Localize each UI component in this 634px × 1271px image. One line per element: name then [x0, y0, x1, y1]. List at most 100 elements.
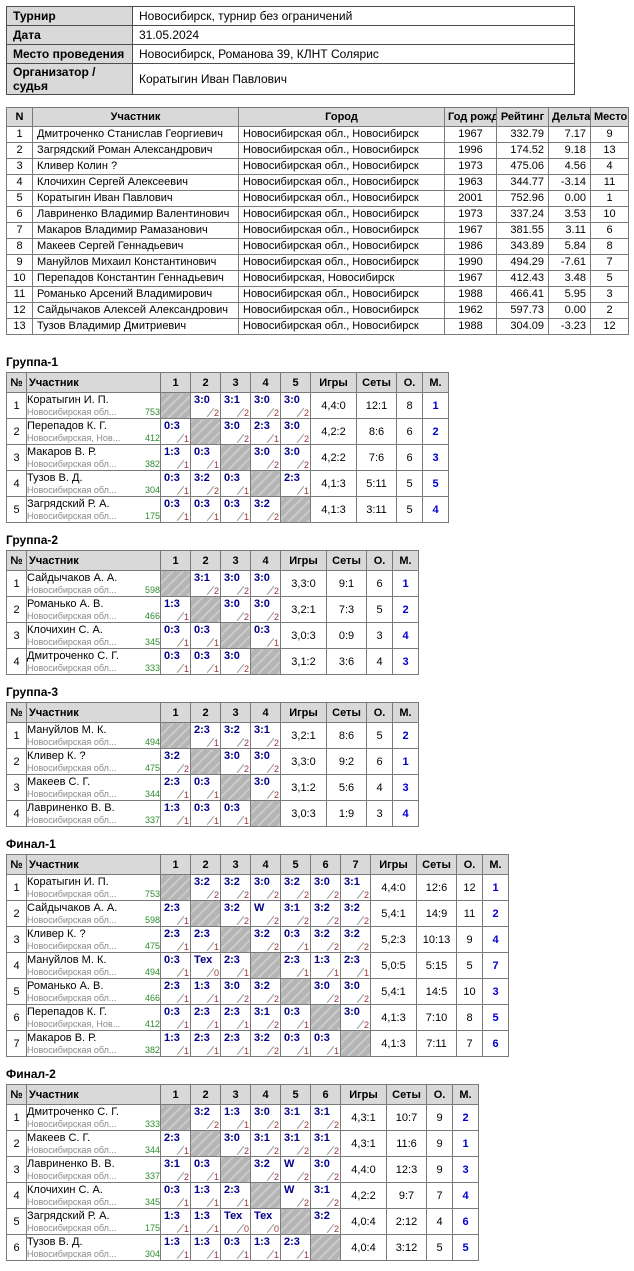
- group-sets: 12:1: [356, 392, 397, 419]
- group-sets: 9:1: [326, 570, 367, 597]
- info-label: Турнир: [6, 6, 133, 26]
- group-participant-cell: Коратыгин И. П. Новосибирская обл... 753: [26, 874, 161, 901]
- match-points: 1: [176, 789, 189, 800]
- participant-city: Новосибирская обл., Новосибирск: [238, 254, 445, 271]
- group-header-cell: Сеты: [326, 550, 367, 571]
- match-points: 1: [176, 1223, 189, 1234]
- match-points: 2: [296, 915, 309, 926]
- match-points: 1: [206, 815, 219, 826]
- participants-header-cell: N: [6, 107, 33, 127]
- group-points: 4: [426, 1208, 453, 1235]
- match-result-cell: 2:3 1: [340, 952, 371, 979]
- match-score: 3:0: [284, 420, 300, 432]
- match-points-value: 2: [303, 1120, 309, 1130]
- participant-delta: 7.17: [548, 126, 591, 143]
- group-header-cell: 4: [250, 550, 281, 571]
- match-points-value: 1: [183, 968, 189, 978]
- group-row-number: 1: [6, 1104, 27, 1131]
- match-points: 2: [266, 993, 279, 1004]
- match-points-value: 2: [273, 1020, 279, 1030]
- participant-birth-year: 1967: [444, 222, 497, 239]
- participant-row: 1 Дмитроченко Станислав Георгиевич Новосиб…: [6, 126, 629, 143]
- match-points-value: 0: [243, 1224, 249, 1234]
- match-points-value: 2: [273, 1046, 279, 1056]
- match-score: 3:2: [314, 1210, 330, 1222]
- group-participant-club: Новосибирская обл...: [27, 993, 117, 1003]
- group-header-cell: 2: [190, 854, 221, 875]
- match-result-cell: 2:3 1: [190, 722, 221, 749]
- match-points: 2: [236, 585, 249, 596]
- group-participant-name: Макеев С. Г.: [27, 1132, 91, 1144]
- participant-place: 8: [590, 238, 629, 255]
- group-table-head: № Участник 1 2 3 4 5 Игры Сеты О. М.: [6, 372, 449, 393]
- match-score: 1:3: [164, 802, 180, 814]
- group-participant-subline: Новосибирская обл... 337: [27, 1171, 160, 1181]
- group-participant-club: Новосибирская обл...: [27, 941, 117, 951]
- self-match-cell: [220, 926, 251, 953]
- match-result-cell: 0:3 1: [190, 800, 221, 827]
- match-score: 3:0: [314, 1158, 330, 1170]
- group-header-cell: 1: [160, 1084, 191, 1105]
- match-points: 2: [296, 407, 309, 418]
- group-participant-rating: 494: [144, 967, 160, 977]
- group-games: 3,2:1: [280, 596, 327, 623]
- group-row: 1 Коратыгин И. П. Новосибирская обл... 753 3…: [6, 392, 449, 419]
- group-table-body: 1 Мануйлов М. К. Новосибирская обл... 494 2:…: [6, 722, 419, 827]
- group-participant-subline: Новосибирская обл... 598: [27, 915, 160, 925]
- match-points: 2: [296, 1171, 309, 1182]
- group-row-number: 5: [6, 978, 27, 1005]
- match-score: 1:3: [194, 1184, 210, 1196]
- match-result-cell: 3:0 2: [310, 874, 341, 901]
- match-result-cell: 3:0 2: [250, 774, 281, 801]
- match-points: 1: [206, 789, 219, 800]
- participant-birth-year: 1986: [444, 238, 497, 255]
- match-points: 1: [176, 511, 189, 522]
- match-points: 1: [176, 967, 189, 978]
- group-place: 2: [392, 596, 419, 623]
- participant-delta: -3.23: [548, 318, 591, 335]
- match-score: 3:2: [344, 902, 360, 914]
- match-score: 3:2: [254, 928, 270, 940]
- group-header-cell: 3: [220, 1084, 251, 1105]
- group-header-cell: Сеты: [356, 372, 397, 393]
- participant-row: 9 Мануйлов Михаил Константинович Новосибир…: [6, 254, 629, 271]
- match-result-cell: 2:3 1: [190, 926, 221, 953]
- participant-rating: 466.41: [496, 286, 549, 303]
- group-participant-rating: 753: [144, 889, 160, 899]
- group-participant-subline: Новосибирская обл... 598: [27, 585, 160, 595]
- group-header-cell: 4: [250, 1084, 281, 1105]
- group-place: 3: [482, 978, 509, 1005]
- group-header-cell: 7: [340, 854, 371, 875]
- match-points: 1: [206, 993, 219, 1004]
- group-participant-name: Коратыгин И. П.: [27, 394, 109, 406]
- group-participant-cell: Романько А. В. Новосибирская обл... 466: [26, 978, 161, 1005]
- match-points: 2: [266, 459, 279, 470]
- match-points-value: 2: [273, 612, 279, 622]
- match-points-value: 2: [303, 408, 309, 418]
- match-points-value: 2: [273, 764, 279, 774]
- match-points-value: 2: [303, 1146, 309, 1156]
- match-score: 3:1: [194, 572, 210, 584]
- match-points: 1: [176, 459, 189, 470]
- match-points-value: 1: [243, 512, 249, 522]
- match-score: 0:3: [284, 1006, 300, 1018]
- match-points: 2: [326, 1197, 339, 1208]
- group-participant-subline: Новосибирская обл... 466: [27, 611, 160, 621]
- match-score: 1:3: [164, 1032, 180, 1044]
- participant-row: 2 Загрядский Роман Александрович Новосибир…: [6, 142, 629, 159]
- group-participant-rating: 466: [144, 993, 160, 1003]
- group-games: 4,4:0: [340, 1156, 387, 1183]
- match-result-cell: 3:0 2: [220, 648, 251, 675]
- group-participant-rating: 382: [144, 1045, 160, 1055]
- group-participant-subline: Новосибирская обл... 494: [27, 737, 160, 747]
- match-score: 3:2: [224, 902, 240, 914]
- match-score: 0:3: [164, 954, 180, 966]
- match-result-cell: 2:3 1: [160, 900, 191, 927]
- group-participant-rating: 598: [144, 915, 160, 925]
- match-points-value: 2: [243, 890, 249, 900]
- group-table: № Участник 1 2 3 4 5 6 Игры Сеты О. М. 1 Дмитроченко …: [6, 1084, 479, 1261]
- match-result-cell: 3:0 2: [250, 596, 281, 623]
- match-points: 2: [266, 763, 279, 774]
- group-participant-cell: Лавриненко В. В. Новосибирская обл... 337: [26, 1156, 161, 1183]
- group-row-number: 7: [6, 1030, 27, 1057]
